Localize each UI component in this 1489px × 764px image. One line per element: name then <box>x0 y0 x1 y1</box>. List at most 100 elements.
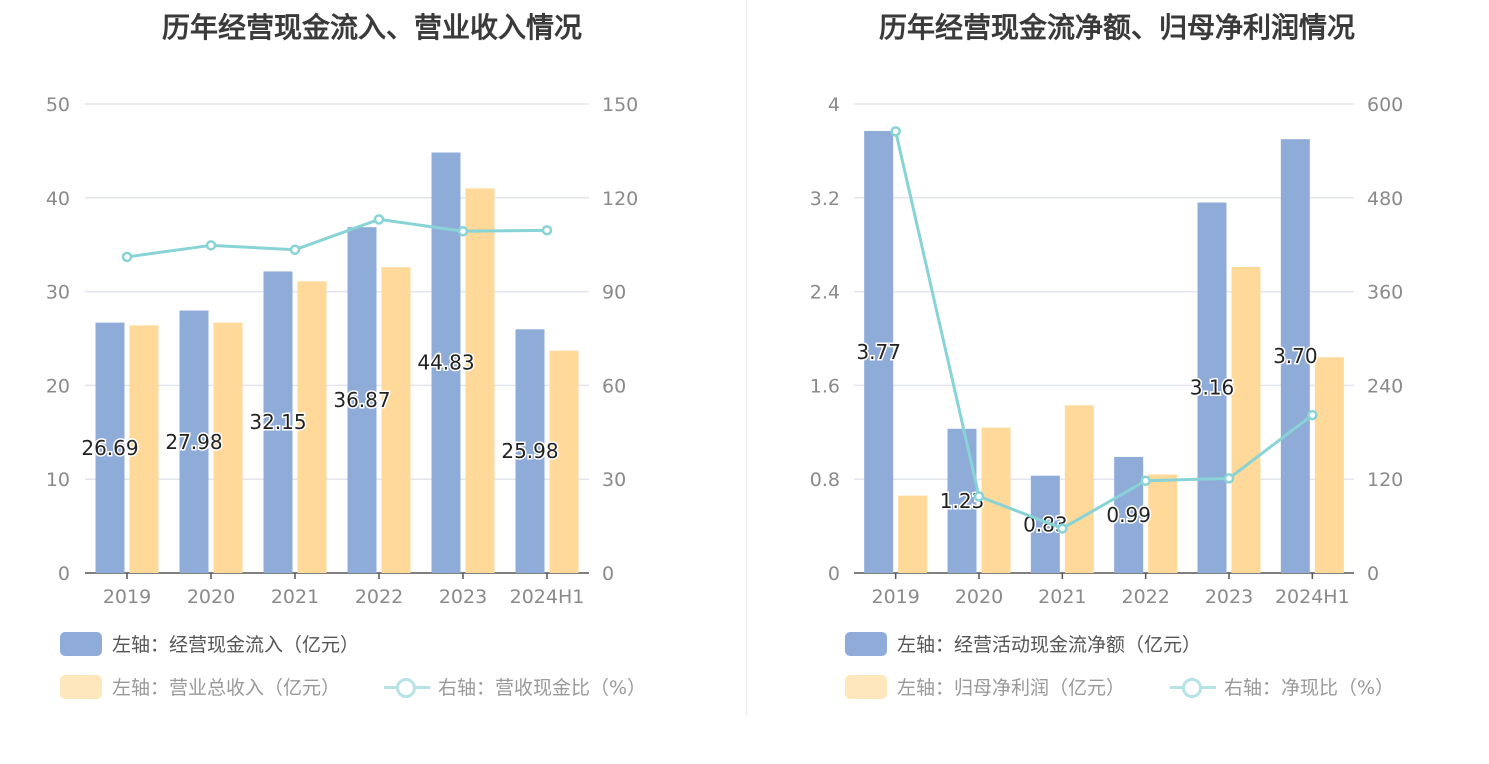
bar-blue <box>347 227 377 573</box>
bar-data-label: 3.16 <box>1190 376 1235 400</box>
bar-blue <box>179 310 209 573</box>
left-axis-tick-label: 0.8 <box>810 469 840 491</box>
right-axis-tick-label: 0 <box>1367 563 1379 585</box>
right-axis-tick-label: 120 <box>1367 469 1403 491</box>
bar-blue <box>947 428 977 573</box>
chart-panel-left: 历年经营现金流入、营业收入情况 0 0 10 30 20 60 30 90 40 120 50 150… <box>0 0 744 764</box>
legend-item-net-profit[interactable]: 左轴：归母净利润（亿元） <box>845 673 1125 700</box>
legend-item-net-cashflow[interactable]: 左轴：经营活动现金流净额（亿元） <box>845 630 1201 657</box>
left-axis-tick-label: 2.4 <box>810 282 840 304</box>
bar-orange <box>1231 266 1261 573</box>
ratio-point <box>289 244 301 255</box>
legend-swatch-orange <box>845 674 887 699</box>
bar-blue <box>431 152 461 573</box>
right-axis-tick-label: 360 <box>1367 282 1403 304</box>
ratio-point <box>457 226 469 237</box>
chart-title-left: 历年经营现金流入、营业收入情况 <box>161 11 582 44</box>
x-axis-tick-label: 2021 <box>271 586 319 608</box>
left-axis-tick-label: 4 <box>828 94 840 116</box>
ratio-point <box>1057 523 1068 534</box>
legend-item-net-ratio[interactable]: 右轴：净现比（%） <box>1170 673 1394 700</box>
bar-data-label: 27.98 <box>165 430 222 454</box>
bar-blue <box>515 329 545 573</box>
legend-item-revenue[interactable]: 左轴：营业总收入（亿元） <box>60 673 340 700</box>
legend-label: 右轴：净现比（%） <box>1224 677 1395 699</box>
bar-orange <box>898 495 928 573</box>
chart-panel-right: 历年经营现金流净额、归母净利润情况 0 0 0.8 120 1.6 240 2.4 360 3.… <box>745 0 1489 764</box>
left-axis-tick-label: 1.6 <box>810 375 840 397</box>
x-axis-tick-label: 2020 <box>955 586 1003 608</box>
bar-blue <box>263 271 293 573</box>
ratio-point <box>541 225 553 236</box>
bar-data-label: 0.99 <box>1106 503 1151 527</box>
bar-orange <box>1148 474 1178 573</box>
bar-orange <box>213 322 243 573</box>
x-axis-tick-label: 2020 <box>187 586 235 608</box>
left-axis-tick-label: 3.2 <box>810 188 840 210</box>
left-axis-tick-label: 10 <box>46 469 70 491</box>
legend-item-inflow[interactable]: 左轴：经营现金流入（亿元） <box>60 630 359 657</box>
ratio-point <box>1140 475 1151 487</box>
right-axis-tick-label: 480 <box>1367 188 1403 210</box>
bar-data-label: 32.15 <box>249 410 306 434</box>
bar-data-label: 25.98 <box>501 439 558 463</box>
right-axis-tick-label: 120 <box>602 188 638 210</box>
bar-blue <box>864 130 894 573</box>
legend-item-ratio[interactable]: 右轴：营收现金比（%） <box>384 673 646 700</box>
bar-blue <box>1197 202 1227 574</box>
x-axis-tick-label: 2022 <box>355 586 403 608</box>
bar-data-label: 3.77 <box>856 340 901 364</box>
left-axis-tick-label: 20 <box>46 375 70 397</box>
legend-label: 右轴：营收现金比（%） <box>438 677 647 699</box>
legend-label: 左轴：营业总收入（亿元） <box>112 677 341 699</box>
x-axis-tick-label: 2019 <box>871 586 919 608</box>
x-axis-tick-label: 2019 <box>103 586 151 608</box>
right-axis-tick-label: 150 <box>602 94 638 116</box>
left-axis-tick-label: 0 <box>828 563 840 585</box>
right-axis-tick-label: 0 <box>602 563 614 585</box>
legend-label: 左轴：经营现金流入（亿元） <box>112 634 360 656</box>
left-axis-tick-label: 40 <box>46 188 70 210</box>
x-axis-tick-label: 2024H1 <box>1275 586 1350 608</box>
bar-data-label: 44.83 <box>417 351 474 375</box>
bar-blue <box>95 322 125 573</box>
legend-swatch-blue <box>60 631 102 656</box>
x-axis-tick-label: 2021 <box>1038 586 1086 608</box>
ratio-line <box>894 131 1314 531</box>
bar-blue <box>1280 139 1310 574</box>
bar-blue <box>1114 456 1144 573</box>
x-axis-tick-label: 2023 <box>1205 586 1253 608</box>
chart-right: 0 0 0.8 120 1.6 240 2.4 360 3.2 480 4 600 2019 2020 20… <box>810 94 1403 608</box>
ratio-point <box>373 214 385 225</box>
ratio-line <box>126 217 548 259</box>
left-axis-tick-label: 0 <box>58 563 70 585</box>
x-axis-tick-label: 2023 <box>439 586 487 608</box>
legend-swatch-blue <box>845 631 887 656</box>
chart-left: 0 0 10 30 20 60 30 90 40 120 50 150 2019 2020 2021 2022… <box>46 94 638 608</box>
legend-line-icon <box>384 675 430 699</box>
right-axis-tick-label: 60 <box>602 375 626 397</box>
ratio-point <box>973 491 985 502</box>
ratio-point <box>205 240 217 251</box>
bar-orange <box>297 281 327 573</box>
right-axis-tick-label: 90 <box>602 282 626 304</box>
left-axis-tick-label: 50 <box>46 94 70 116</box>
chart-title-right: 历年经营现金流净额、归母净利润情况 <box>878 11 1355 44</box>
ratio-point <box>1223 473 1235 484</box>
legend-swatch-orange <box>60 674 102 699</box>
legend-label: 左轴：经营活动现金流净额（亿元） <box>897 634 1202 656</box>
legend-line-icon <box>1170 675 1216 699</box>
x-axis-tick-label: 2024H1 <box>510 586 585 608</box>
legend-label: 左轴：归母净利润（亿元） <box>897 677 1126 699</box>
ratio-point <box>1307 409 1318 421</box>
bar-data-label: 3.70 <box>1273 344 1318 368</box>
bar-data-label: 36.87 <box>333 388 390 412</box>
bar-orange <box>549 350 579 573</box>
ratio-point <box>890 126 901 137</box>
right-axis-tick-label: 600 <box>1367 94 1403 116</box>
bar-orange <box>129 325 159 573</box>
right-axis-tick-label: 240 <box>1367 375 1403 397</box>
ratio-point <box>121 251 133 263</box>
bar-orange <box>1064 405 1094 573</box>
right-axis-tick-label: 30 <box>602 469 626 491</box>
